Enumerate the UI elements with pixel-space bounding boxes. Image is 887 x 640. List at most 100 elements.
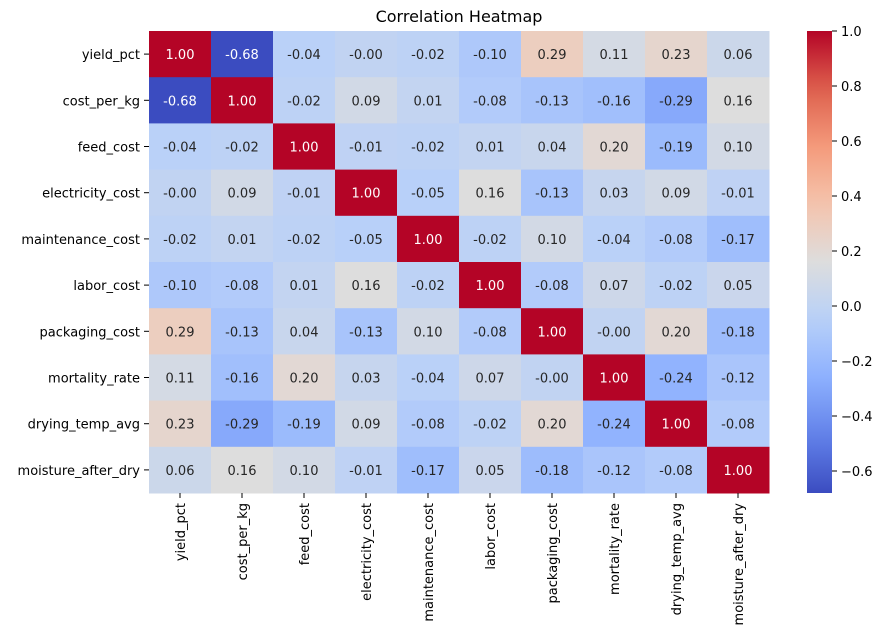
cell-value-label: 0.11	[166, 372, 195, 387]
cell-value-label: -0.02	[411, 279, 445, 294]
heatmap-cell	[149, 308, 212, 355]
y-tick-label: yield_pct	[82, 48, 140, 63]
y-tick-label: maintenance_cost	[21, 233, 140, 248]
cell-value-label: 0.03	[600, 187, 629, 202]
heatmap-cell	[707, 31, 770, 78]
heatmap-cell	[521, 354, 584, 402]
cell-value-label: -0.00	[349, 48, 383, 63]
heatmap-cell	[645, 354, 708, 402]
cell-value-label: -0.17	[721, 233, 755, 248]
cell-value-label: -0.01	[721, 187, 755, 202]
heatmap-cell	[583, 400, 646, 448]
x-tick-label: feed_cost	[298, 503, 313, 565]
heatmap-cell	[459, 215, 522, 263]
heatmap-cell	[707, 400, 770, 448]
cell-value-label: 0.06	[166, 464, 195, 479]
heatmap-cell	[521, 169, 584, 217]
colorbar: 1.0 0.8 0.6 0.4 0.2 0.0 −0.2 −0.4 −0.6	[807, 25, 873, 493]
y-tick-label: cost_per_kg	[63, 94, 140, 109]
heatmap-cell	[211, 308, 274, 355]
cell-value-label: -0.08	[659, 233, 693, 248]
cell-value-label: 1.00	[290, 141, 319, 156]
cell-value-label: -0.18	[721, 325, 755, 340]
x-tick-label: drying_temp_avg	[670, 503, 685, 615]
heatmap-cell	[211, 169, 274, 217]
heatmap-cell	[335, 308, 398, 355]
cell-value-label: -0.12	[721, 372, 755, 387]
cell-value-label: -0.08	[473, 94, 507, 109]
cell-value-label: 0.09	[228, 187, 257, 202]
heatmap-cell	[521, 123, 584, 171]
heatmap-cell	[521, 446, 584, 494]
cell-value-label: -0.16	[597, 94, 631, 109]
cell-value-label: -0.19	[287, 418, 321, 433]
heatmap-cell-labels: 1.00 -0.68 -0.04 -0.00 -0.02 -0.10 0.29 0.11 0.2…	[163, 48, 755, 479]
heatmap-cell	[459, 308, 522, 355]
heatmap-cell	[335, 215, 398, 263]
heatmap-cell	[521, 308, 584, 355]
heatmap-cell	[335, 123, 398, 171]
cell-value-label: 1.00	[228, 94, 257, 109]
x-tick-label: electricity_cost	[360, 503, 375, 601]
heatmap-cell	[459, 446, 522, 494]
heatmap-cell	[273, 262, 336, 309]
heatmap-cell	[707, 446, 770, 494]
heatmap-cell	[707, 169, 770, 217]
heatmap-cell	[459, 123, 522, 171]
heatmap-cell	[459, 400, 522, 448]
heatmap-cell	[397, 123, 460, 171]
heatmap-cell	[335, 354, 398, 402]
heatmap-cell	[273, 400, 336, 448]
cell-value-label: 0.23	[662, 48, 691, 63]
cell-value-label: -0.24	[597, 418, 631, 433]
heatmap-cell	[645, 308, 708, 355]
colorbar-tick-label: 1.0	[841, 25, 862, 40]
heatmap-cell	[645, 169, 708, 217]
cell-value-label: -0.02	[287, 233, 321, 248]
x-axis: yield_pct cost_per_kg feed_cost electricity…	[174, 493, 747, 625]
heatmap-cell	[645, 77, 708, 124]
heatmap-cell	[397, 215, 460, 263]
heatmap-cell	[459, 31, 522, 78]
cell-value-label: -0.01	[287, 187, 321, 202]
cell-value-label: 1.00	[724, 464, 753, 479]
heatmap-cell	[397, 169, 460, 217]
cell-value-label: -0.02	[163, 233, 197, 248]
cell-value-label: -0.05	[411, 187, 445, 202]
heatmap-cell	[211, 400, 274, 448]
y-tick-label: feed_cost	[78, 141, 140, 156]
cell-value-label: -0.04	[411, 372, 445, 387]
cell-value-label: 0.20	[538, 418, 567, 433]
heatmap-cell	[211, 123, 274, 171]
cell-value-label: -0.02	[287, 94, 321, 109]
y-tick-label: mortality_rate	[48, 372, 140, 387]
heatmap-cell	[335, 31, 398, 78]
heatmap-cell	[583, 262, 646, 309]
cell-value-label: -0.01	[349, 141, 383, 156]
heatmap-cell	[273, 446, 336, 494]
cell-value-label: 0.20	[600, 141, 629, 156]
heatmap-cell	[459, 262, 522, 309]
cell-value-label: 1.00	[476, 279, 505, 294]
heatmap-cell	[583, 169, 646, 217]
x-tick-label: cost_per_kg	[236, 503, 251, 580]
heatmap-cell	[149, 169, 212, 217]
chart-title: Correlation Heatmap	[376, 7, 543, 26]
heatmap-cell	[211, 354, 274, 402]
heatmap-cell	[707, 308, 770, 355]
heatmap-cell	[211, 262, 274, 309]
heatmap-cell	[707, 77, 770, 124]
heatmap-cell	[273, 77, 336, 124]
heatmap-cell	[583, 77, 646, 124]
cell-value-label: 1.00	[352, 187, 381, 202]
cell-value-label: 0.03	[352, 372, 381, 387]
cell-value-label: -0.02	[411, 48, 445, 63]
colorbar-tick-label: −0.4	[841, 410, 873, 425]
cell-value-label: 0.09	[662, 187, 691, 202]
heatmap-cell	[583, 354, 646, 402]
heatmap-cell	[211, 31, 274, 78]
cell-value-label: 0.11	[600, 48, 629, 63]
cell-value-label: -0.08	[659, 464, 693, 479]
heatmap-cell	[397, 354, 460, 402]
